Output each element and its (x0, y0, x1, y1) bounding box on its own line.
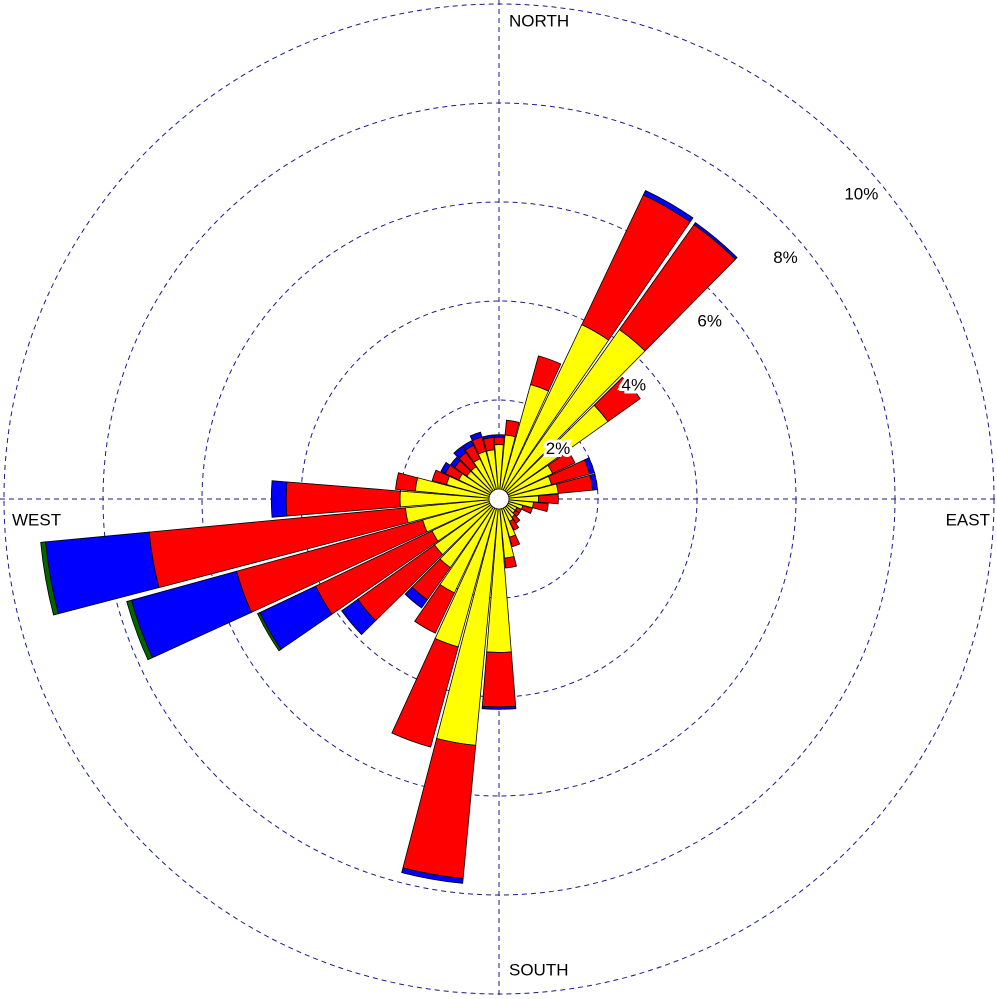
center-hole (488, 488, 510, 510)
rose-segment (509, 534, 521, 548)
rose-segment (401, 867, 464, 884)
rose-segment (481, 651, 517, 708)
rose-segment (547, 450, 576, 475)
rose-segment (538, 493, 559, 505)
rose-segment (469, 431, 483, 442)
rose-segment (341, 598, 377, 636)
rose-segment (511, 514, 521, 524)
rose-segment (593, 376, 641, 423)
rose-segment (481, 705, 517, 710)
rose-segment (509, 518, 520, 531)
rose-segment (520, 505, 533, 514)
rose-segment (431, 469, 451, 486)
rose-segment (126, 599, 153, 661)
rose-segment (532, 501, 549, 512)
rose-segment (391, 637, 459, 748)
rose-segment (530, 355, 562, 392)
rose-segment (402, 738, 477, 879)
rose-segment (270, 480, 288, 518)
rose-segment (440, 461, 451, 475)
rose-segment (453, 445, 467, 460)
rose-segment (642, 189, 694, 223)
compass-label: WEST (12, 510, 61, 529)
rose-segment (504, 555, 517, 569)
rose-segment (693, 222, 738, 260)
rose-segment (450, 456, 461, 469)
rose-segment (414, 584, 455, 634)
compass-label: NORTH (509, 11, 569, 30)
rose-segment (493, 434, 505, 438)
rose-segment (257, 612, 282, 652)
rose-segment (589, 473, 598, 491)
rose-segment (504, 419, 520, 438)
rose-segment (40, 541, 59, 616)
ring-label: 2% (546, 439, 571, 458)
ring-label: 4% (622, 375, 647, 394)
compass-label: EAST (946, 510, 990, 529)
ring-label: 6% (697, 312, 722, 331)
rose-segment (395, 472, 419, 492)
rose-segment (461, 440, 475, 451)
rose-segment (583, 457, 595, 475)
rose-segment (404, 586, 428, 609)
rose-segment (482, 434, 494, 440)
ring-label: 10% (844, 184, 878, 203)
ring-label: 8% (773, 248, 798, 267)
rose-segment (493, 436, 505, 446)
compass-label: SOUTH (509, 960, 569, 979)
